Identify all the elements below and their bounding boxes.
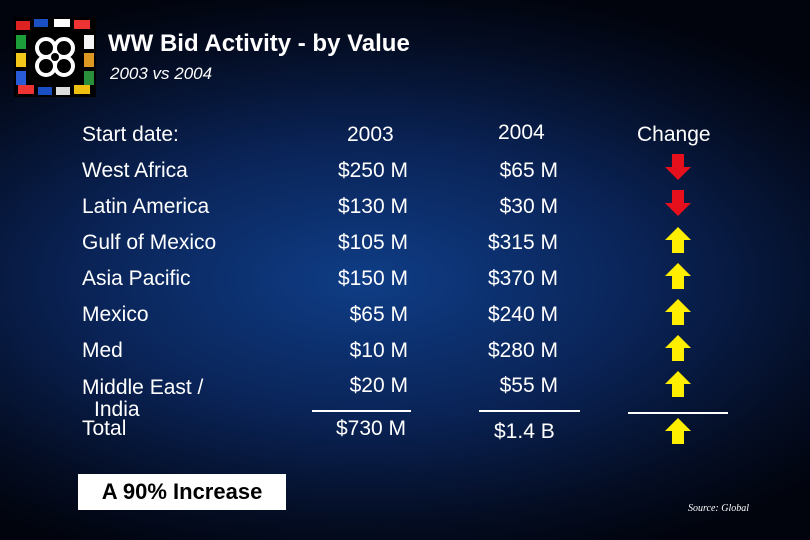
value-2004-west-africa: $65 M bbox=[499, 159, 558, 182]
total-rule-2004 bbox=[479, 410, 580, 412]
row-label-mexico: Mexico bbox=[82, 303, 149, 326]
row-label-middle-east: Middle East / bbox=[82, 376, 204, 399]
value-2004-asia-pacific: $370 M bbox=[487, 267, 558, 290]
value-2003-mexico: $65 M bbox=[349, 303, 408, 326]
yellow-up-arrow-icon bbox=[665, 299, 691, 325]
total-label: Total bbox=[82, 417, 127, 440]
row-label-west-africa: West Africa bbox=[82, 159, 188, 182]
source-note: Source: Global bbox=[688, 503, 750, 514]
col-2003-header: 2003 bbox=[347, 123, 394, 146]
value-2004-middle-east: $55 M bbox=[499, 374, 558, 397]
yellow-up-arrow-icon bbox=[665, 371, 691, 397]
value-2004-med: $280 M bbox=[487, 339, 558, 362]
row-label-latin-america: Latin America bbox=[82, 195, 210, 218]
yellow-up-arrow-icon bbox=[665, 418, 691, 444]
row-label-gulf-of-mexico: Gulf of Mexico bbox=[82, 231, 217, 254]
red-down-arrow-icon bbox=[665, 154, 691, 180]
value-2003-middle-east: $20 M bbox=[349, 374, 408, 397]
increase-banner: A 90% Increase bbox=[78, 474, 286, 510]
yellow-up-arrow-icon bbox=[665, 227, 691, 253]
total-2003: $730 M bbox=[336, 417, 407, 440]
slide-subtitle: 2003 vs 2004 bbox=[110, 64, 213, 83]
total-rule-2003 bbox=[312, 410, 411, 412]
value-2003-asia-pacific: $150 M bbox=[337, 267, 408, 290]
slide-title: WW Bid Activity - by Value bbox=[108, 30, 410, 57]
value-2004-mexico: $240 M bbox=[487, 303, 558, 326]
value-2003-west-africa: $250 M bbox=[337, 159, 408, 182]
company-logo bbox=[14, 17, 96, 97]
row-label-med: Med bbox=[82, 339, 123, 362]
red-down-arrow-icon bbox=[665, 190, 691, 216]
total-rule-change bbox=[628, 412, 728, 414]
value-2003-latin-america: $130 M bbox=[337, 195, 408, 218]
value-2004-latin-america: $30 M bbox=[499, 195, 558, 218]
total-2004: $1.4 B bbox=[494, 420, 555, 443]
col-2004-header: 2004 bbox=[498, 121, 545, 144]
label-header: Start date: bbox=[82, 123, 179, 146]
value-2003-gulf-of-mexico: $105 M bbox=[337, 231, 408, 254]
change-header: Change bbox=[637, 123, 711, 146]
value-2004-gulf-of-mexico: $315 M bbox=[487, 231, 558, 254]
yellow-up-arrow-icon bbox=[665, 263, 691, 289]
row-label-asia-pacific: Asia Pacific bbox=[82, 267, 191, 290]
row-label-india: India bbox=[94, 398, 140, 421]
yellow-up-arrow-icon bbox=[665, 335, 691, 361]
value-2003-med: $10 M bbox=[349, 339, 408, 362]
